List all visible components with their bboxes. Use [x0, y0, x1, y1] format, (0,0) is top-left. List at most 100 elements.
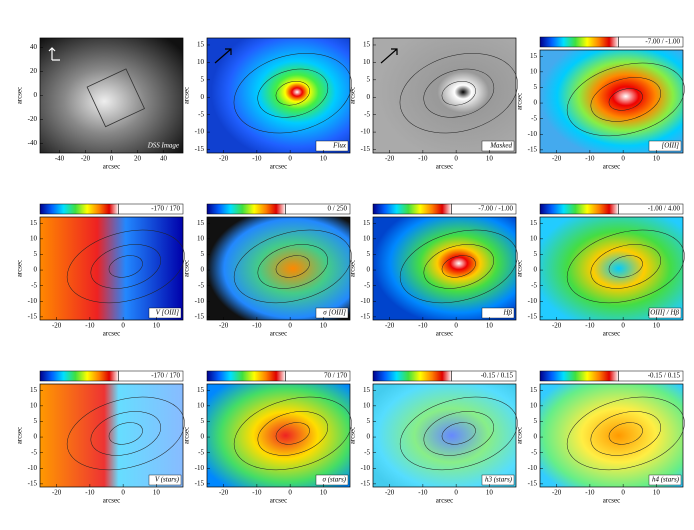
y-tick-label: 10: [530, 234, 538, 242]
x-axis-label: arcsec: [603, 497, 620, 505]
y-tick-label: 10: [197, 401, 205, 409]
y-tick-label: 0: [534, 99, 538, 107]
x-tick-label: -10: [85, 322, 95, 330]
contour: [566, 62, 685, 137]
panel: -170 / 170 V [OIII] -20 -10 0 10 -15 -10 -5 0 5 10 1…: [16, 203, 185, 338]
y-tick-label: -15: [361, 145, 371, 153]
panel-label: V [OIII]: [156, 309, 180, 317]
contour: [108, 255, 143, 278]
x-tick-label: 0: [110, 155, 114, 163]
y-tick-label: -5: [364, 448, 370, 456]
colorbar-range: 70 / 170: [324, 372, 347, 380]
y-tick-label: -15: [28, 479, 38, 487]
y-tick-label: -40: [28, 139, 38, 147]
y-tick-label: 0: [367, 433, 371, 441]
contour: [233, 396, 352, 471]
map: [372, 37, 517, 154]
y-tick-label: -10: [361, 128, 371, 136]
panel-label: V (stars): [155, 476, 180, 484]
x-axis-label: arcsec: [603, 163, 620, 171]
y-tick-label: 0: [201, 93, 205, 101]
contour: [566, 229, 685, 304]
y-tick-label: 0: [201, 266, 205, 274]
x-tick-label: -20: [52, 322, 62, 330]
panel-label: σ [OIII]: [323, 309, 346, 317]
colorbar: [206, 370, 286, 382]
x-tick-label: -10: [252, 155, 262, 163]
y-tick-label: -5: [531, 114, 537, 122]
x-tick-label: 10: [653, 489, 661, 497]
y-tick-label: 15: [197, 386, 205, 394]
x-tick-label: 10: [153, 489, 161, 497]
contour: [66, 229, 185, 304]
y-tick-label: -10: [361, 297, 371, 305]
colorbar-box: [618, 36, 684, 48]
panel-label: h4 (stars): [652, 476, 680, 484]
x-tick-label: 0: [288, 322, 292, 330]
y-tick-label: 40: [30, 43, 38, 51]
colorbar-box: [118, 203, 184, 215]
colorbar-box: [451, 203, 517, 215]
y-tick-label: -5: [198, 448, 204, 456]
x-axis-label: arcsec: [103, 497, 120, 505]
x-axis-label: arcsec: [270, 330, 287, 338]
label-box: [481, 307, 515, 319]
y-tick-label: 15: [530, 219, 538, 227]
x-tick-label: 10: [486, 322, 494, 330]
x-tick-label: 10: [653, 155, 661, 163]
panel: -170 / 170 V (stars) -20 -10 0 10 -15 -10 -5 0 5 10…: [16, 370, 185, 505]
contour: [608, 88, 643, 111]
y-tick-label: 0: [534, 266, 538, 274]
colorbar-box: [618, 370, 684, 382]
x-tick-label: -10: [585, 322, 595, 330]
x-tick-label: -20: [552, 155, 562, 163]
y-tick-label: 15: [197, 41, 205, 49]
x-axis-label: arcsec: [436, 163, 453, 171]
contour: [233, 53, 352, 134]
contour: [66, 396, 185, 471]
y-tick-label: 5: [367, 417, 371, 425]
contour: [275, 255, 310, 278]
colorbar: [372, 370, 452, 382]
x-axis-label: arcsec: [603, 330, 620, 338]
map: [206, 37, 351, 154]
y-axis-label: arcsec: [183, 427, 191, 444]
x-tick-label: -20: [81, 155, 91, 163]
x-axis-label: arcsec: [436, 330, 453, 338]
y-tick-label: 10: [363, 58, 371, 66]
contour: [399, 396, 518, 471]
x-tick-label: -10: [418, 489, 428, 497]
label-box: [648, 140, 682, 152]
panel: Flux -20 -10 0 10 -15 -10 -5 0 5 10 15 arcsec arcsec: [183, 37, 352, 171]
x-tick-label: -20: [219, 322, 229, 330]
contour: [423, 68, 495, 118]
y-tick-label: -15: [195, 145, 205, 153]
panel-label: [OIII] / Hβ: [648, 309, 680, 317]
y-tick-label: 5: [534, 417, 538, 425]
colorbar-box: [451, 370, 517, 382]
colorbar: [39, 370, 119, 382]
contour: [257, 244, 328, 289]
aperture: [86, 68, 145, 128]
y-tick-label: -15: [361, 479, 371, 487]
x-axis-label: arcsec: [103, 163, 120, 171]
y-tick-label: -5: [364, 281, 370, 289]
y-tick-label: 10: [30, 234, 38, 242]
label-box: [148, 307, 182, 319]
x-tick-label: 10: [486, 155, 494, 163]
colorbar: [39, 203, 119, 215]
y-tick-label: -10: [528, 130, 538, 138]
x-tick-label: -20: [552, 489, 562, 497]
x-tick-label: 10: [153, 322, 161, 330]
label-box: [648, 474, 682, 486]
y-tick-label: 5: [367, 75, 371, 83]
y-tick-label: -10: [195, 128, 205, 136]
colorbar: [372, 203, 452, 215]
contour: [275, 80, 310, 106]
x-tick-label: 0: [288, 489, 292, 497]
panel: 0 / 250 σ [OIII] -20 -10 0 10 -15 -10 -5 0 5 10 15 ar…: [183, 203, 352, 338]
colorbar-range: -170 / 170: [151, 205, 180, 213]
contour: [399, 53, 518, 134]
x-tick-label: -20: [219, 155, 229, 163]
x-tick-label: 0: [621, 322, 625, 330]
